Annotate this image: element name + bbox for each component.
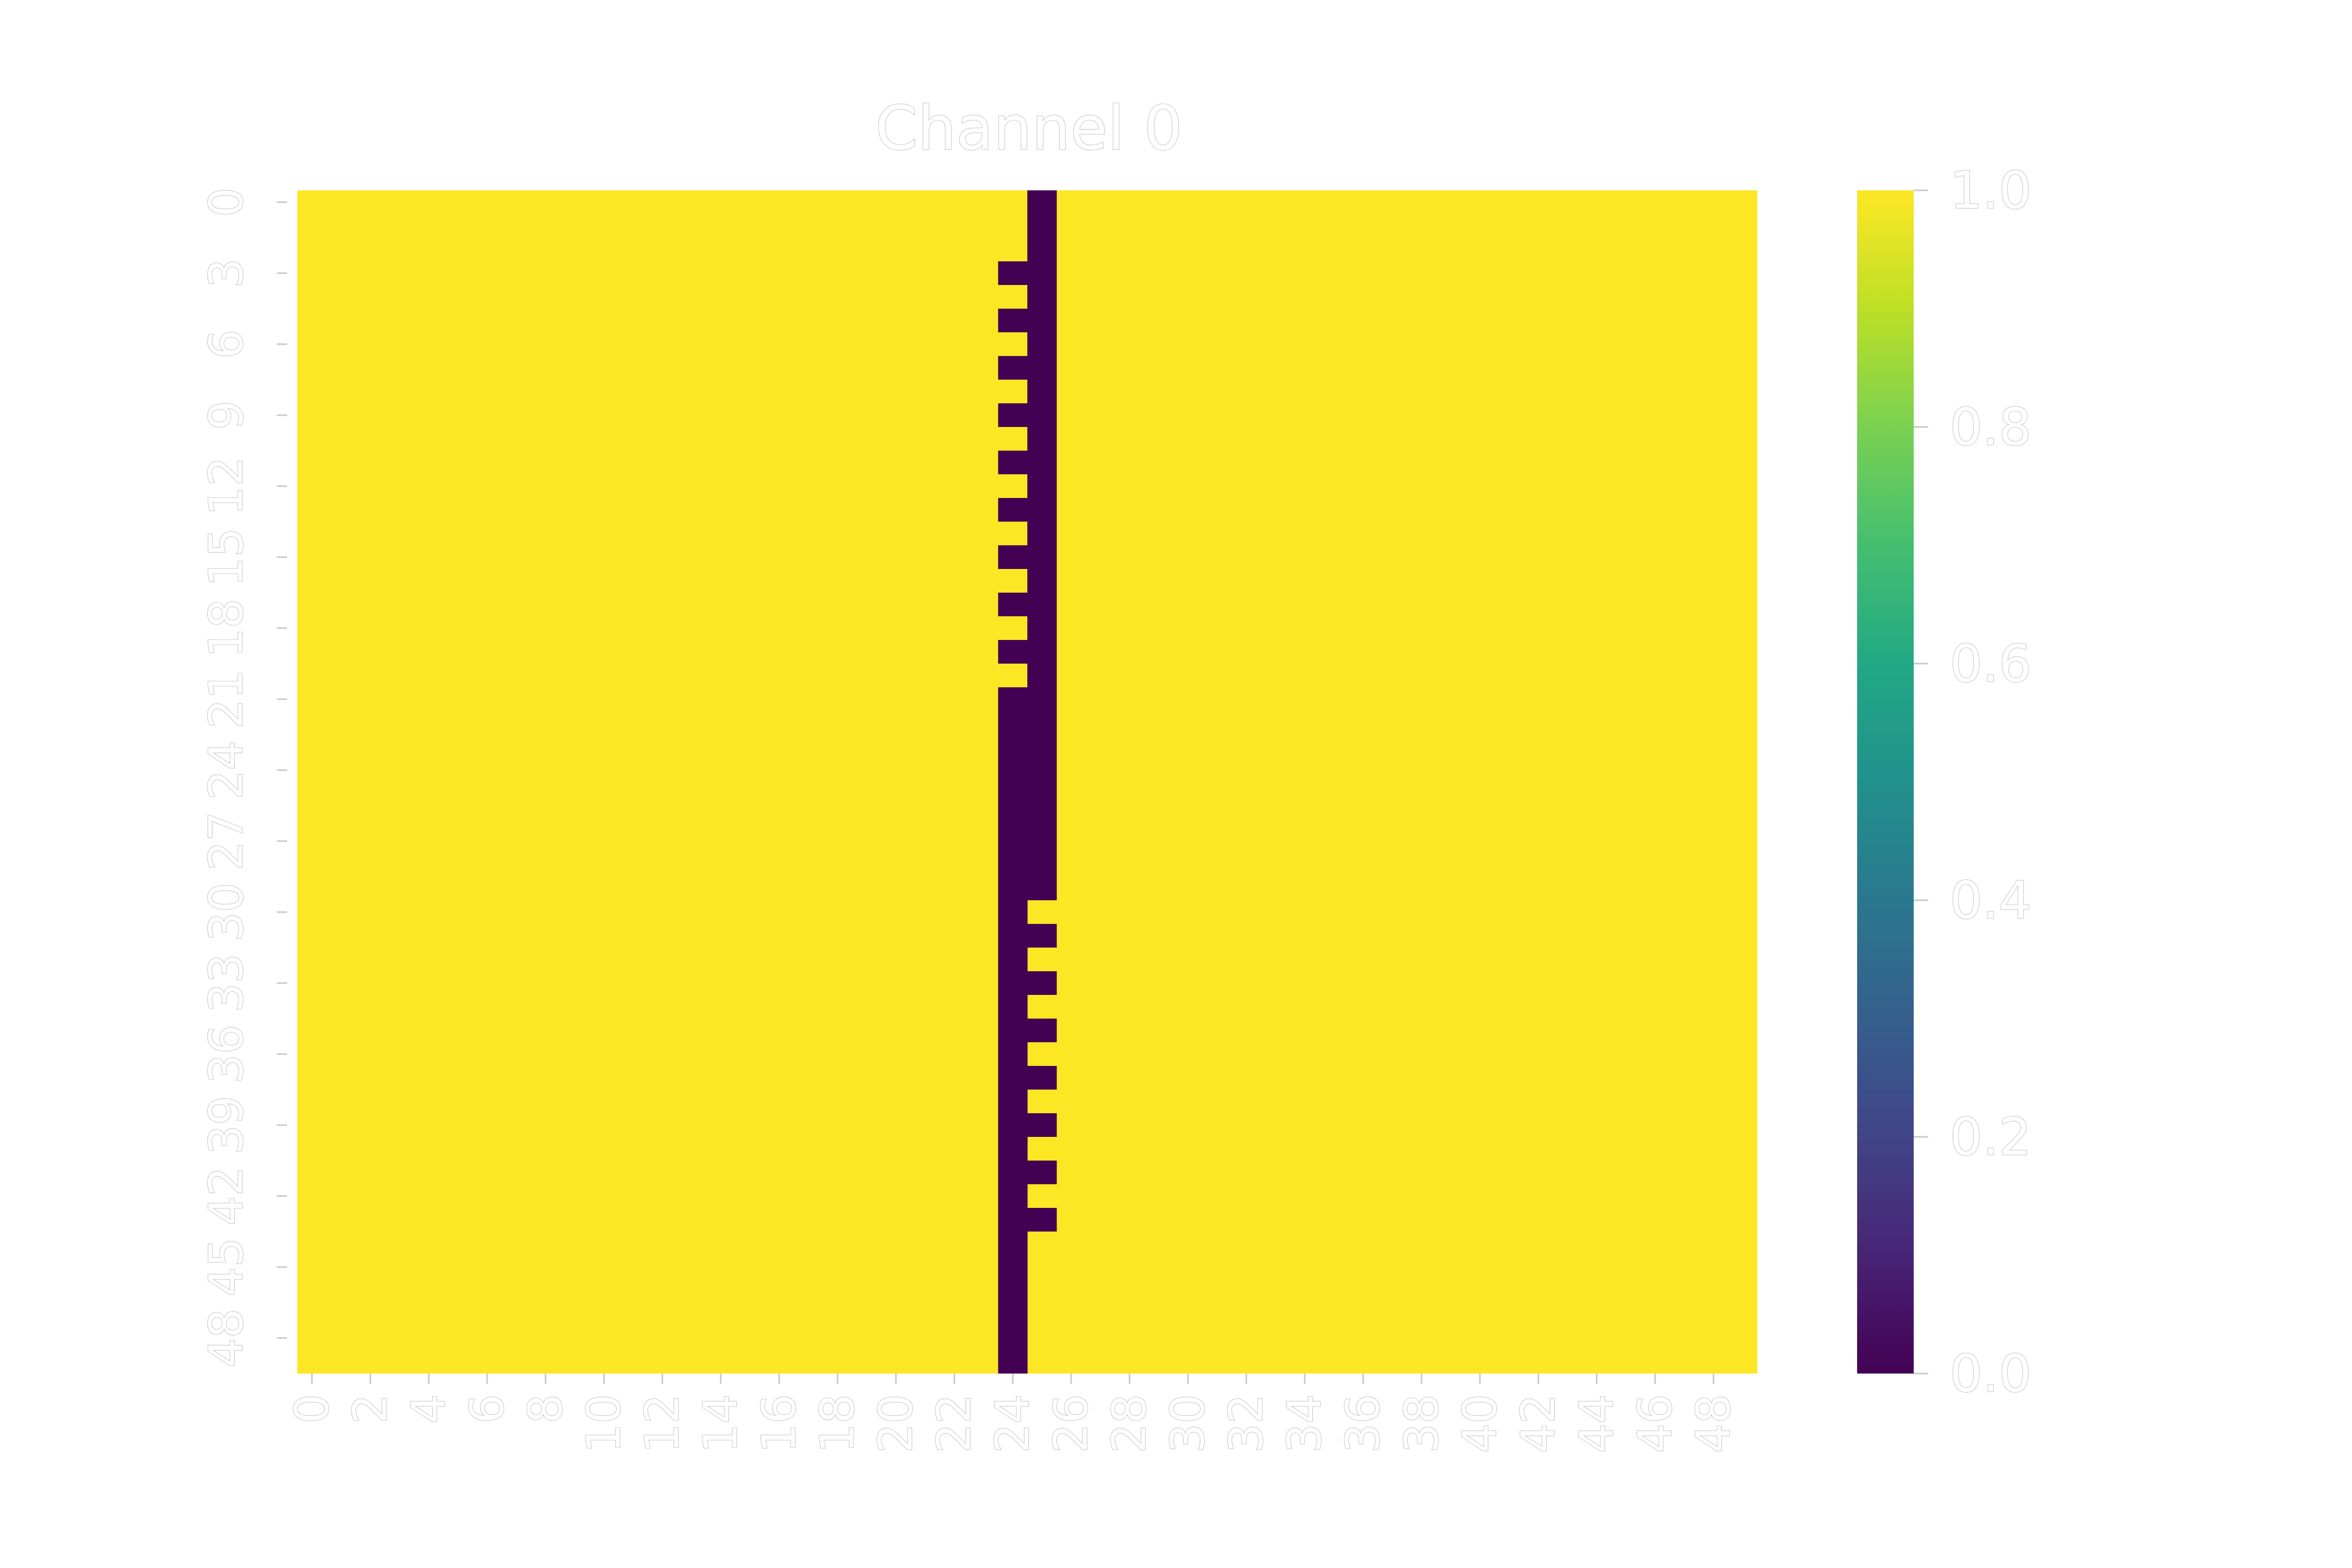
x-tick-label: 44: [1570, 1394, 1624, 1453]
x-tick-label: 30: [1161, 1394, 1215, 1453]
heatmap-cell-run-17: [1027, 1208, 1057, 1232]
y-tick-label: 39: [200, 1096, 254, 1155]
heatmap-cell-run-13: [1027, 1019, 1057, 1042]
colorbar-tick-label: 0.4: [1950, 870, 2032, 931]
colorbar: [1857, 190, 1914, 1374]
colorbar-tick-label: 0.2: [1950, 1107, 2032, 1167]
x-tick-label: 20: [869, 1394, 923, 1453]
x-tick-label: 32: [1219, 1394, 1273, 1453]
y-tick-label: 3: [200, 258, 254, 288]
chart-title: Channel 0: [875, 93, 1182, 164]
heatmap-cell-run-4: [998, 403, 1028, 427]
x-tick-label: 28: [1102, 1394, 1156, 1453]
y-tick-label: 30: [200, 883, 254, 942]
heatmap-cell-run-6: [998, 498, 1028, 522]
y-tick-label: 42: [200, 1167, 254, 1226]
y-tick-label: 0: [200, 187, 254, 217]
colorbar-tick-label: 0.6: [1950, 634, 2032, 694]
y-tick-label: 27: [200, 812, 254, 871]
x-tick-label: 6: [460, 1394, 514, 1423]
y-tick-label: 12: [200, 457, 254, 516]
x-tick-label: 38: [1395, 1394, 1449, 1453]
y-tick-label: 15: [200, 528, 254, 587]
y-tick-label: 21: [200, 670, 254, 729]
y-tick-label: 24: [200, 741, 254, 800]
x-tick-label: 48: [1686, 1394, 1740, 1453]
colorbar-tick-label: 1.0: [1950, 161, 2032, 221]
x-tick-label: 10: [577, 1394, 631, 1453]
x-tick-label: 40: [1453, 1394, 1507, 1453]
colorbar-gradient: [1857, 190, 1914, 1374]
colorbar-tick-label: 0.0: [1950, 1344, 2032, 1404]
heatmap-cell-run-8: [998, 593, 1028, 616]
x-tick-label: 42: [1511, 1394, 1565, 1453]
x-tick-label: 14: [694, 1394, 748, 1453]
heatmap-cell-run-15: [1027, 1113, 1057, 1137]
x-tick-label: 34: [1278, 1394, 1332, 1453]
y-tick-label: 48: [200, 1309, 254, 1368]
x-tick-label: 22: [928, 1394, 982, 1453]
x-tick-label: 2: [343, 1394, 397, 1423]
heatmap-cell-run-7: [998, 545, 1028, 569]
colorbar-ticks: 0.0 0.2 0.4 0.6 0.8 1.0: [1914, 159, 2032, 1404]
x-axis: 0 2 4 6 8 10 12 14 16 18 20 22 24 26 28 30 32 34 36 38 40 42 4…: [284, 1374, 1741, 1454]
y-tick-label: 6: [200, 329, 254, 359]
colorbar-tick-label: 0.8: [1950, 397, 2032, 457]
x-tick-label: 16: [752, 1394, 806, 1453]
heatmap-cell-run-10: [998, 687, 1028, 1374]
y-tick-label: 18: [200, 599, 254, 658]
y-tick-label: 33: [200, 954, 254, 1013]
x-tick-label: 18: [811, 1394, 865, 1453]
heatmap-cell-run-0: [1027, 190, 1057, 900]
y-tick-label: 36: [200, 1025, 254, 1084]
heatmap-cell-run-16: [1027, 1161, 1057, 1184]
x-tick-label: 8: [519, 1394, 573, 1423]
x-tick-label: 36: [1336, 1394, 1390, 1453]
heatmap-cell-run-5: [998, 451, 1028, 474]
y-tick-label: 9: [200, 400, 254, 430]
heatmap-low-cells: [998, 190, 1057, 1374]
y-tick-label: 45: [200, 1238, 254, 1297]
x-tick-label: 4: [402, 1394, 456, 1423]
heatmap-cell-run-1: [998, 261, 1028, 285]
x-tick-label: 46: [1628, 1394, 1682, 1453]
heatmap-cell-run-11: [1027, 924, 1057, 948]
x-tick-label: 24: [986, 1394, 1040, 1453]
x-tick-label: 12: [635, 1394, 689, 1453]
x-tick-label: 26: [1044, 1394, 1098, 1453]
heatmap-cell-run-9: [998, 640, 1028, 664]
heatmap-cell-run-2: [998, 309, 1028, 332]
x-tick-label: 0: [285, 1394, 339, 1423]
heatmap-cell-run-3: [998, 356, 1028, 380]
heatmap-cell-run-12: [1027, 971, 1057, 995]
heatmap-cell-run-14: [1027, 1066, 1057, 1090]
